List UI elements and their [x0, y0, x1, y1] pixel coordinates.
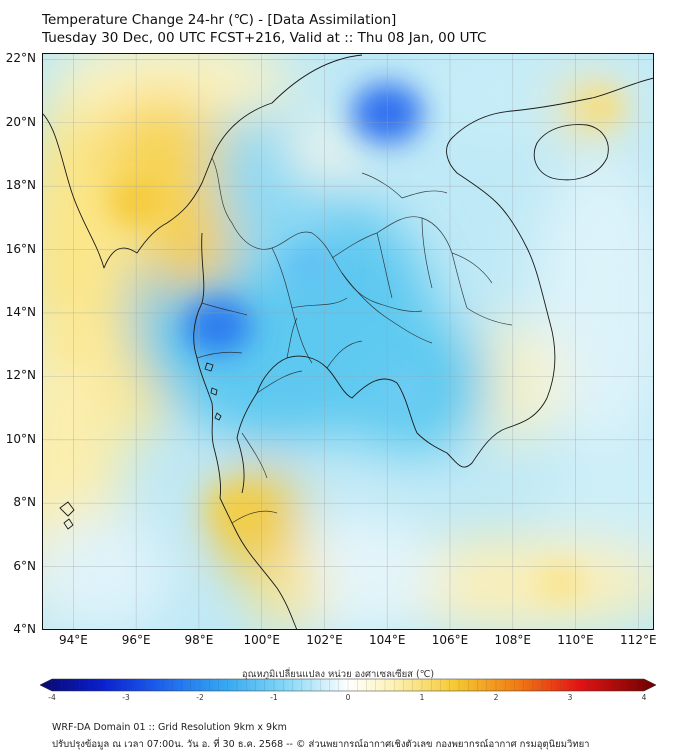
lat-tick-label: 22°N	[5, 51, 36, 66]
colorbar-tick-label: -3	[122, 693, 130, 702]
colorbar-tick-label: 2	[493, 693, 499, 702]
temperature-map	[42, 53, 654, 630]
lat-tick-label: 20°N	[5, 114, 36, 129]
lat-tick-label: 18°N	[5, 178, 36, 193]
cambodia-cool	[379, 372, 426, 412]
lon-tick-label: 112°E	[620, 633, 657, 647]
lon-tick-label: 108°E	[494, 633, 532, 647]
lon-tick-label: 98°E	[184, 633, 214, 647]
lon-tick-label: 106°E	[431, 633, 469, 647]
map-subtitle: Tuesday 30 Dec, 00 UTC FCST+216, Valid a…	[42, 30, 487, 46]
lon-tick-label: 110°E	[557, 633, 594, 647]
lon-tick-label: 104°E	[368, 633, 406, 647]
lat-tick-label: 8°N	[13, 495, 36, 510]
colorbar-tick-label: -1	[270, 693, 278, 702]
lon-tick-label: 102°E	[306, 633, 343, 647]
graticule	[42, 53, 654, 630]
colorbar-tick-label: 4	[641, 693, 647, 702]
lon-tick-label: 100°E	[243, 633, 280, 647]
lat-tick-label: 6°N	[13, 558, 36, 573]
colorbar-label: อุณหภูมิเปลี่ยนแปลง หน่วย องศาเซลเซียส (…	[241, 669, 435, 680]
lat-tick-label: 10°N	[5, 431, 36, 446]
admin-borders	[196, 157, 513, 524]
footer-model-info: WRF-DA Domain 01 :: Grid Resolution 9km …	[52, 722, 287, 733]
colorbar-tick-label: 0	[345, 693, 351, 702]
map-panel	[42, 53, 654, 630]
lon-tick-label: 94°E	[58, 633, 88, 647]
colorbar	[40, 678, 656, 692]
hainan-warm	[577, 87, 624, 127]
map-title: Temperature Change 24-hr (℃) - [Data Ass…	[42, 12, 397, 28]
western-thailand-cold	[183, 296, 252, 355]
colorbar-tick-label: -4	[48, 693, 56, 702]
south-china-sea-warm	[537, 563, 582, 602]
field-layer	[42, 53, 654, 630]
central-thailand-cool	[283, 244, 334, 287]
southern-thailand-warm	[210, 487, 263, 532]
lat-tick-label: 12°N	[5, 368, 36, 383]
colorbar-tick-label: 3	[567, 693, 573, 702]
lat-tick-label: 4°N	[13, 622, 36, 636]
lat-tick-label: 16°N	[5, 241, 36, 256]
lon-tick-label: 96°E	[121, 633, 151, 647]
lat-tick-label: 14°N	[5, 304, 36, 319]
colorbar-tick-label: 1	[419, 693, 425, 702]
footer-credit: ปรับปรุงข้อมูล ณ เวลา 07:00น. วัน อ. ที่…	[52, 739, 590, 750]
colorbar-tick-label: -2	[196, 693, 204, 702]
